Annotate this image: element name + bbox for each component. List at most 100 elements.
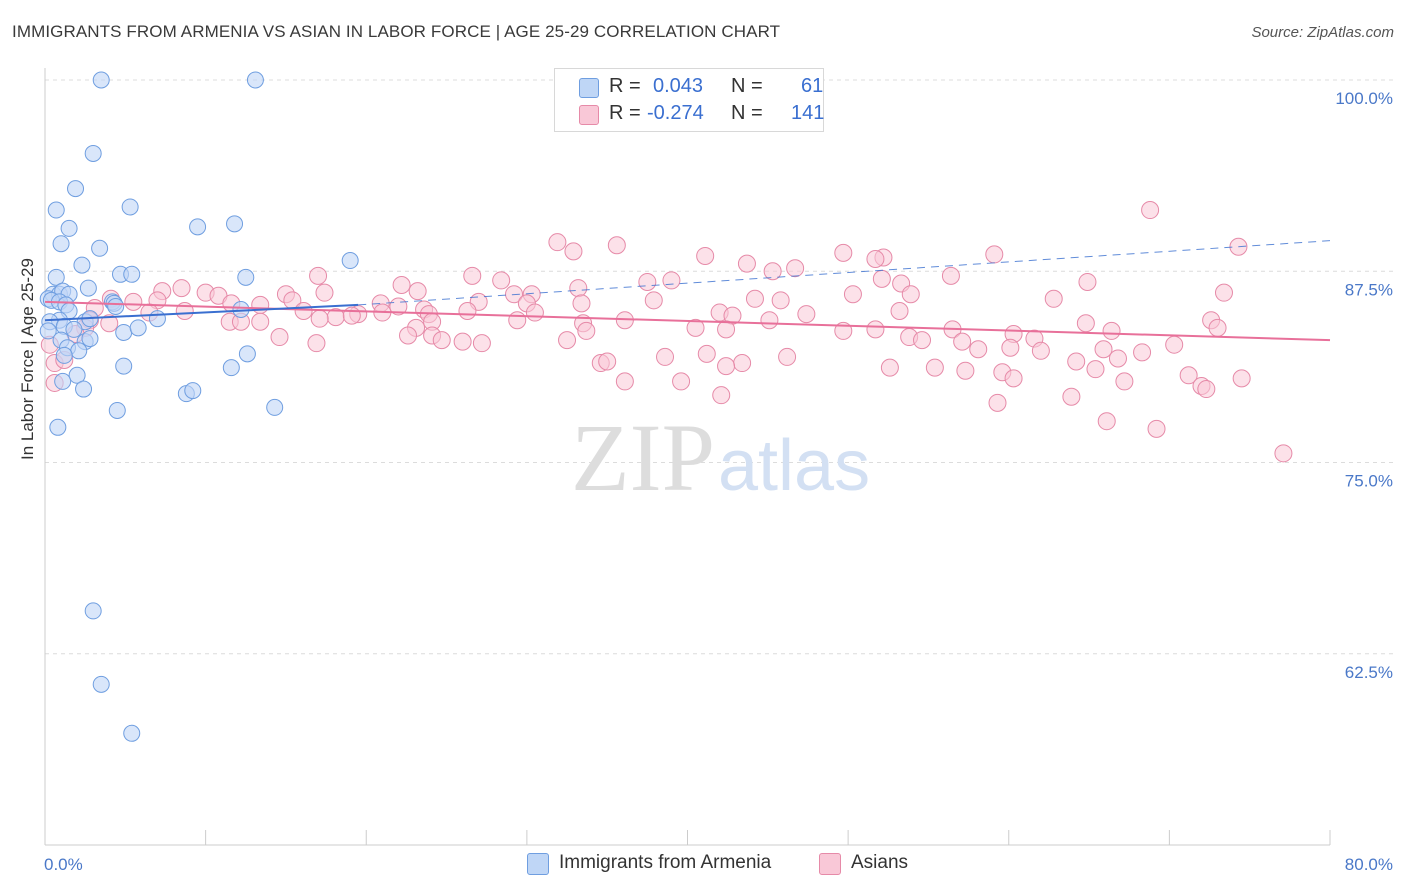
trend-lines [44, 240, 1331, 342]
asians-point [408, 282, 427, 301]
asians-point [672, 372, 691, 391]
asians-point [1165, 335, 1184, 354]
bottom-legend-swatch-armenia [527, 853, 549, 875]
asians-point [913, 331, 932, 350]
armenia-point [237, 268, 255, 286]
asians-point [569, 279, 588, 298]
armenia-point [107, 297, 125, 315]
watermark-atlas: atlas [718, 426, 870, 506]
asians-point [124, 292, 143, 311]
asians-point [525, 303, 544, 322]
asians-point [172, 279, 191, 298]
y-axis-label: In Labor Force | Age 25-29 [18, 258, 37, 460]
y-tick-label: 87.5% [1345, 280, 1393, 299]
asians-point [686, 318, 705, 337]
asians-point [797, 305, 816, 324]
armenia-point [60, 219, 78, 237]
asians-point [270, 328, 289, 347]
armenia-point [65, 320, 83, 338]
axes [44, 68, 1331, 846]
asians-point [463, 266, 482, 285]
asians-point [572, 294, 591, 313]
legend-r-value-asians: -0.274 [647, 102, 704, 124]
asians-point [890, 302, 909, 321]
asians-point [458, 302, 477, 321]
asians-point [1208, 318, 1227, 337]
asians-point [432, 331, 451, 350]
asians-point [1001, 338, 1020, 357]
asians-point [717, 320, 736, 339]
armenia-point [70, 342, 88, 360]
asians-point [985, 245, 1004, 264]
armenia-point [108, 401, 126, 419]
armenia-point [47, 268, 65, 286]
asians-point [598, 352, 617, 371]
armenia-point [246, 71, 264, 89]
legend-n-label: N = [731, 75, 763, 97]
asians-trend-line [44, 300, 1331, 342]
asians-point [717, 357, 736, 376]
asians-point [1086, 360, 1105, 379]
armenia-point [121, 198, 139, 216]
armenia-point [123, 724, 141, 742]
armenia-point [115, 323, 133, 341]
asians-point [786, 259, 805, 278]
asians-point [712, 386, 731, 405]
armenia-point [189, 218, 207, 236]
asians-point [953, 332, 972, 351]
asians-point [294, 302, 313, 321]
asians-point [745, 289, 764, 308]
armenia-trend-line [44, 303, 359, 322]
armenia-point [79, 279, 97, 297]
asians-point [696, 246, 715, 265]
armenia-point [92, 675, 110, 693]
armenia-point [148, 310, 166, 328]
asians-point [969, 340, 988, 359]
asians-point [399, 326, 418, 345]
armenia-point [55, 346, 73, 364]
asians-point [1115, 372, 1134, 391]
tick-labels: 62.5% 75.0% 87.5% 100.0% 0.0% 80.0% [44, 89, 1393, 874]
asians-point [1108, 349, 1127, 368]
y-tick-label: 62.5% [1345, 663, 1393, 682]
armenia-point [39, 322, 57, 340]
armenia-point [52, 235, 70, 253]
asians-point [925, 358, 944, 377]
bottom-legend-label-armenia: Immigrants from Armenia [559, 852, 772, 873]
asians-point [1067, 352, 1086, 371]
x-tick-label: 80.0% [1345, 855, 1393, 874]
asians-point [644, 291, 663, 310]
watermark: ZIP atlas [571, 404, 870, 511]
bottom-legend-swatch-asians [819, 853, 841, 875]
asians-point [941, 266, 960, 285]
armenia-point [129, 319, 147, 337]
asians-point [1102, 321, 1121, 340]
asians-point [453, 332, 472, 351]
asians-point [1197, 380, 1216, 399]
chart-title: IMMIGRANTS FROM ARMENIA VS ASIAN IN LABO… [12, 22, 781, 41]
armenia-point [81, 330, 99, 348]
asians-point [607, 236, 626, 255]
asians-point [310, 309, 329, 328]
asians-point [392, 276, 411, 295]
asians-point [988, 393, 1007, 412]
legend-swatch-asians [579, 105, 599, 125]
armenia-point [75, 380, 93, 398]
asians-point [315, 283, 334, 302]
asians-point [737, 254, 756, 273]
asians-point [251, 312, 270, 331]
asians-point [638, 272, 657, 291]
y-tick-label: 100.0% [1335, 89, 1393, 108]
asians-point [508, 311, 527, 330]
asians-point [307, 334, 326, 353]
asians-point [558, 331, 577, 350]
asians-point [472, 334, 491, 353]
asians-point [577, 321, 596, 340]
armenia-point [84, 602, 102, 620]
asians-point [1147, 419, 1166, 438]
asians-point [1062, 387, 1081, 406]
source-label: Source: ZipAtlas.com [1251, 24, 1394, 41]
asians-point [866, 250, 885, 269]
stats-legend: R = 0.043 N = 61 R = -0.274 N = 141 [554, 68, 824, 132]
legend-n-value-asians: 141 [791, 102, 825, 124]
